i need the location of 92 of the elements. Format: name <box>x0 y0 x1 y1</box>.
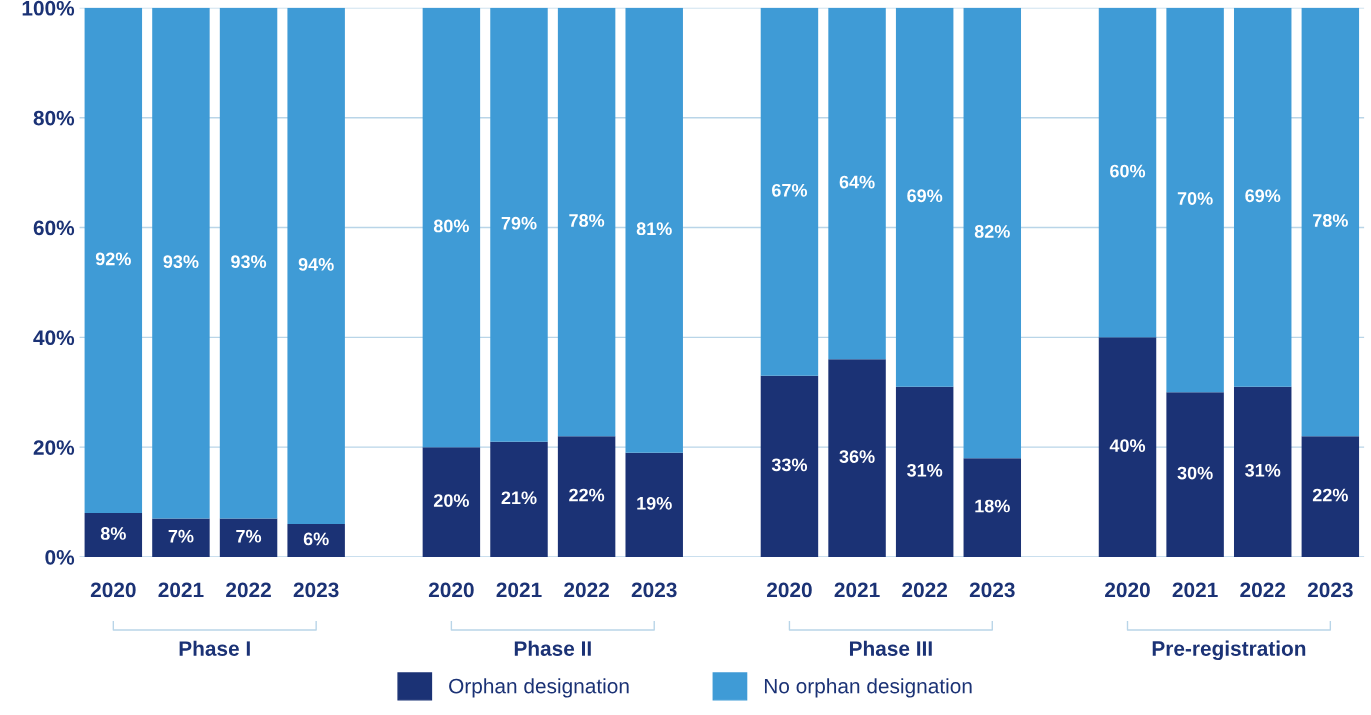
text: Phase I <box>179 640 250 656</box>
y-tick-label: 80% <box>33 110 75 126</box>
data-label: 6% <box>303 532 329 546</box>
bar <box>1166 7 1224 393</box>
data-label: 18% <box>975 499 1010 513</box>
data-label: 31% <box>907 463 943 477</box>
data-label: 30% <box>1177 466 1213 480</box>
bar <box>490 441 548 557</box>
bar <box>828 359 886 557</box>
data-label: 31% <box>1245 463 1281 477</box>
data-label: 94% <box>298 258 334 271</box>
x-tick-label: 2021 <box>834 582 880 598</box>
bar <box>963 458 1022 557</box>
bar <box>422 7 481 448</box>
bar <box>1233 7 1292 387</box>
data-label: 33% <box>771 458 808 472</box>
bar <box>84 7 143 514</box>
bar <box>895 7 954 387</box>
x-tick-label: 2020 <box>90 582 136 598</box>
bar <box>490 7 548 442</box>
data-label: 70% <box>1177 192 1213 205</box>
data-label: 67% <box>772 183 808 197</box>
data-label: 93% <box>231 255 267 269</box>
x-tick-label: 2023 <box>631 582 677 598</box>
x-tick-label: 2020 <box>428 582 474 598</box>
data-label: 36% <box>839 450 875 464</box>
bar <box>625 452 683 557</box>
bar <box>287 7 345 525</box>
x-tick-label: 2020 <box>1105 582 1150 598</box>
bar <box>760 7 819 376</box>
bar <box>1098 7 1157 338</box>
x-tick-label: 2020 <box>767 582 812 598</box>
text: Phase II <box>514 640 591 656</box>
x-tick-label: 2023 <box>293 582 339 598</box>
bar <box>1098 337 1157 557</box>
data-label: 60% <box>1110 164 1146 178</box>
y-tick-label: 100% <box>22 0 75 16</box>
bar <box>219 7 278 519</box>
x-tick-label: 2023 <box>1307 582 1353 598</box>
bar <box>84 513 143 557</box>
y-tick-label: 40% <box>33 330 75 346</box>
data-label: 8% <box>100 527 126 540</box>
data-label: 92% <box>95 252 131 266</box>
data-label: 79% <box>501 216 537 230</box>
bar <box>1166 392 1224 557</box>
data-label: 82% <box>974 225 1010 238</box>
data-label: 22% <box>569 488 605 502</box>
y-tick-label: 0% <box>45 549 75 565</box>
bar <box>895 386 954 557</box>
bar <box>625 7 683 453</box>
bar <box>1233 386 1292 557</box>
data-label: 7% <box>168 529 194 543</box>
bar <box>963 7 1022 459</box>
bar <box>760 375 819 557</box>
x-tick-label: 2023 <box>969 582 1015 598</box>
data-label: 40% <box>1109 439 1146 453</box>
bar <box>219 518 278 557</box>
data-label: 22% <box>1312 488 1348 502</box>
bar <box>287 524 345 557</box>
bar <box>828 7 886 360</box>
bar <box>422 447 481 557</box>
x-tick-label: 2022 <box>226 582 271 598</box>
legend-label: No orphan designation <box>764 678 972 698</box>
bar <box>1301 7 1360 437</box>
bar <box>152 7 210 519</box>
data-label: 69% <box>1245 189 1281 203</box>
bar <box>152 518 210 557</box>
x-tick-label: 2022 <box>902 582 948 598</box>
data-label: 64% <box>839 175 875 189</box>
x-tick-label: 2021 <box>1172 582 1218 598</box>
legend-label: Orphan designation <box>449 678 629 698</box>
bar <box>557 436 616 557</box>
data-label: 21% <box>501 491 537 505</box>
data-label: 80% <box>433 219 469 233</box>
bar <box>557 7 616 437</box>
data-label: 81% <box>636 222 672 236</box>
x-tick-label: 2022 <box>564 582 609 598</box>
y-tick-label: 20% <box>33 440 75 455</box>
data-label: 19% <box>637 496 672 510</box>
text: Phase III <box>849 640 932 656</box>
data-label: 69% <box>907 189 943 203</box>
text: Pre-registration <box>1152 640 1306 661</box>
data-label: 7% <box>236 529 262 543</box>
x-tick-label: 2021 <box>496 582 542 598</box>
data-label: 78% <box>569 214 605 227</box>
x-tick-label: 2021 <box>158 582 204 598</box>
x-tick-label: 2022 <box>1240 582 1286 598</box>
bar <box>1301 436 1360 557</box>
y-tick-label: 60% <box>33 220 75 236</box>
data-label: 20% <box>433 494 469 507</box>
data-label: 93% <box>163 255 199 269</box>
data-label: 78% <box>1313 214 1348 227</box>
